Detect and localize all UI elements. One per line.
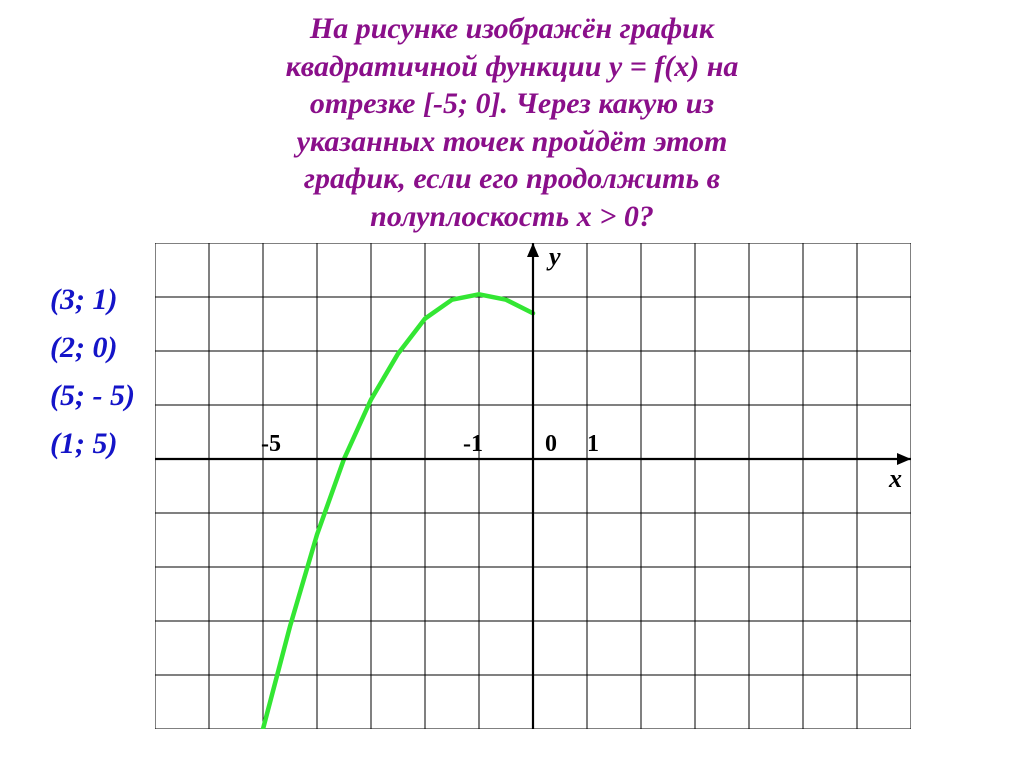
title-line: полуплоскость x > 0? [370, 200, 654, 233]
svg-text:-1: -1 [463, 431, 483, 457]
option-2: (2; 0) [50, 331, 135, 365]
content-row: (3; 1) (2; 0) (5; - 5) (1; 5) y x -5 -1 0 1 [20, 243, 1004, 734]
option-1: (3; 1) [50, 283, 135, 317]
function-graph: y x -5 -1 0 1 [155, 243, 911, 729]
title-line: отрезке [-5; 0]. Через какую из [310, 87, 714, 120]
title-line: На рисунке изображён график [310, 12, 714, 45]
title-line: график, если его продолжить в [304, 162, 720, 195]
title-line: квадратичной функции y = f(x) на [286, 50, 739, 83]
title-line: указанных точек пройдёт этот [297, 125, 728, 158]
problem-title: На рисунке изображён график квадратичной… [52, 10, 972, 235]
svg-text:1: 1 [587, 431, 599, 457]
svg-text:y: y [546, 243, 561, 271]
option-3: (5; - 5) [50, 379, 135, 413]
svg-text:0: 0 [545, 431, 557, 457]
svg-text:x: x [888, 464, 902, 493]
svg-text:-5: -5 [261, 431, 281, 457]
option-4: (1; 5) [50, 427, 135, 461]
answer-options: (3; 1) (2; 0) (5; - 5) (1; 5) [50, 283, 135, 461]
chart-container: y x -5 -1 0 1 [155, 243, 911, 734]
